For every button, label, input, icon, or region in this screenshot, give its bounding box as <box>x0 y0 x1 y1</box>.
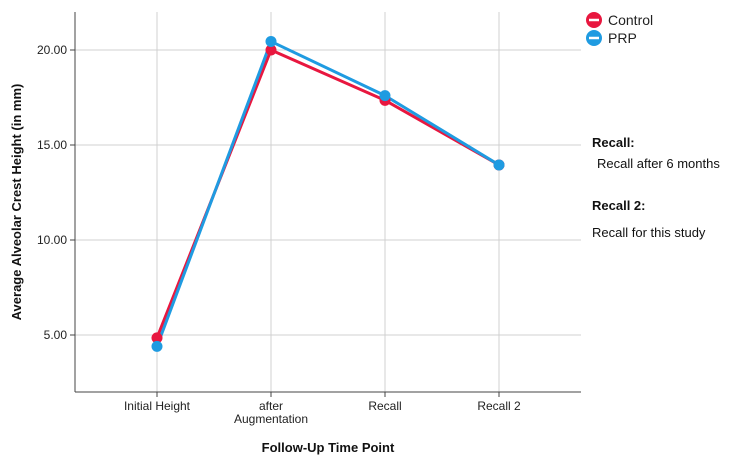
data-point-prp <box>265 35 277 47</box>
series-line-control <box>155 48 500 339</box>
legend: Control PRP <box>586 12 653 46</box>
y-tick-label: 5.00 <box>44 328 68 342</box>
legend-label-prp: PRP <box>608 30 637 46</box>
note-recall2-text: Recall for this study <box>592 225 706 240</box>
x-tick-label: Recall <box>368 399 401 413</box>
y-tick-label: 10.00 <box>37 233 67 247</box>
data-point-control <box>151 332 163 344</box>
series-line-prp <box>155 39 500 347</box>
y-tick-labels: 5.00 10.00 15.00 20.00 <box>37 43 67 342</box>
note-recall2-title: Recall 2: <box>592 198 646 213</box>
note-recall-title: Recall: <box>592 135 635 150</box>
x-tick-labels: Initial Height after Augmentation Recall Rec… <box>124 399 521 426</box>
data-point-prp <box>151 340 163 352</box>
x-axis-title: Follow-Up Time Point <box>262 440 395 455</box>
note-recall-text: Recall after 6 months <box>597 156 720 171</box>
x-tick-label: Initial Height <box>124 399 191 413</box>
x-tick-label: Recall 2 <box>477 399 521 413</box>
y-tick-label: 15.00 <box>37 138 67 152</box>
x-tick-label: after Augmentation <box>234 399 308 426</box>
axes <box>70 12 581 397</box>
data-point-prp <box>493 159 505 171</box>
legend-label-control: Control <box>608 12 653 28</box>
data-point-control <box>265 44 277 56</box>
data-point-prp <box>379 90 391 102</box>
y-tick-label: 20.00 <box>37 43 67 57</box>
series-lines <box>151 35 505 352</box>
y-axis-title: Average Alveolar Crest Height (in mm) <box>9 84 24 321</box>
